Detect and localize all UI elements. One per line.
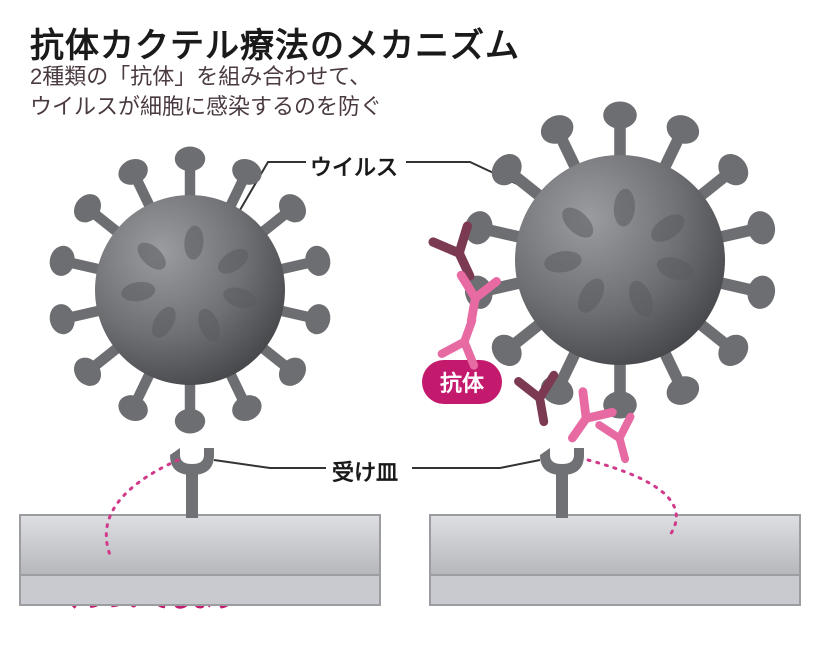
diagram-svg (0, 0, 820, 647)
receptor-right (540, 448, 584, 518)
virus-right (462, 101, 779, 418)
cell-bar-right (430, 515, 800, 605)
receptor-left (170, 448, 214, 518)
receptor-leader-lines (214, 460, 540, 468)
cell-bar-left (20, 515, 380, 605)
virus-left (47, 147, 333, 434)
